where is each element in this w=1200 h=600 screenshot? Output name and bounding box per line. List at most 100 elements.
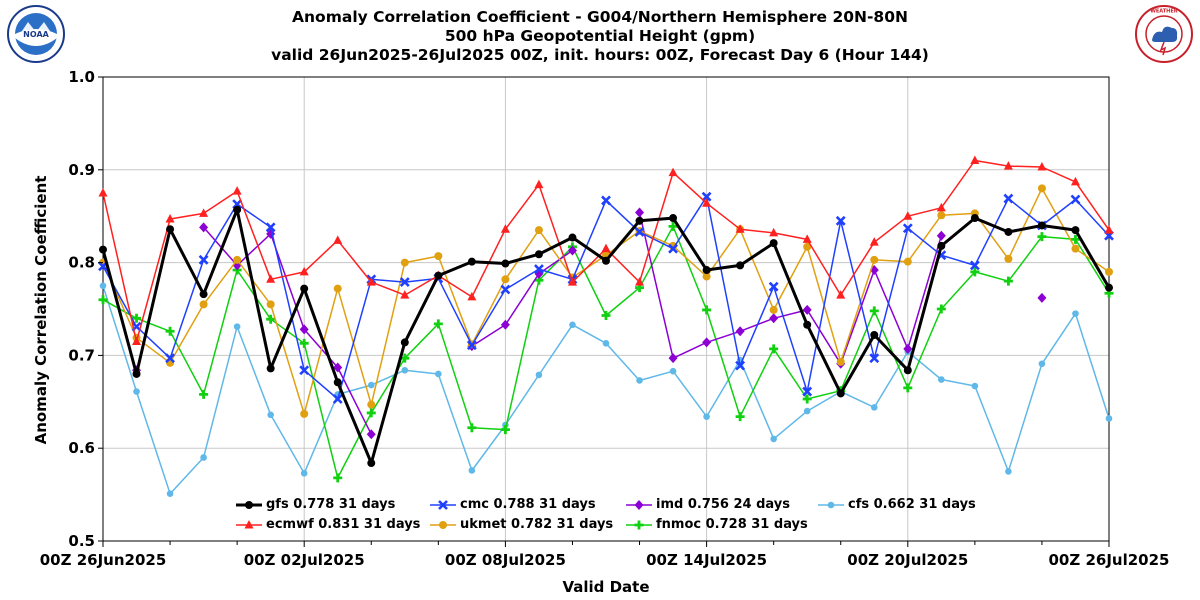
data-point-ecmwf bbox=[400, 290, 410, 299]
legend-swatch-imd bbox=[626, 499, 652, 510]
x-axis-title: Valid Date bbox=[562, 578, 649, 596]
data-point-gfs bbox=[333, 378, 342, 387]
data-point-cmc bbox=[399, 277, 410, 288]
series-ukmet bbox=[99, 184, 1113, 418]
data-point-cfs bbox=[569, 321, 576, 329]
data-point-ukmet bbox=[836, 357, 845, 366]
data-point-cfs bbox=[468, 467, 476, 474]
data-point-fnmoc bbox=[366, 408, 376, 418]
data-point-imd bbox=[1037, 292, 1047, 303]
data-point-gfs bbox=[1071, 226, 1080, 235]
chart-subtitle-variable: 500 hPa Geopotential Height (gpm) bbox=[444, 27, 756, 45]
data-point-gfs bbox=[568, 233, 577, 242]
data-point-cmc bbox=[165, 353, 175, 364]
data-point-cmc bbox=[701, 191, 712, 202]
data-point-ecmwf bbox=[970, 155, 980, 165]
y-tick-label: 0.6 bbox=[68, 439, 95, 457]
data-point-ecmwf bbox=[333, 235, 343, 244]
data-point-fnmoc bbox=[1003, 276, 1013, 286]
legend-item-gfs: gfs 0.778 31 days bbox=[236, 497, 395, 512]
data-point-gfs bbox=[434, 271, 443, 280]
data-point-gfs bbox=[1105, 283, 1113, 292]
data-point-ecmwf bbox=[165, 213, 175, 223]
data-point-ecmwf bbox=[567, 277, 577, 286]
data-point-gfs bbox=[669, 214, 678, 223]
data-point-imd bbox=[903, 343, 913, 354]
data-point-cfs bbox=[166, 490, 174, 497]
legend-swatch-marker bbox=[439, 520, 447, 529]
data-point-gfs bbox=[803, 320, 812, 329]
data-point-cmc bbox=[835, 215, 846, 226]
data-point-ukmet bbox=[1105, 267, 1113, 276]
data-point-ecmwf bbox=[534, 179, 544, 189]
chart-title-block: Anomaly Correlation Coefficient - G004/N… bbox=[0, 8, 1200, 65]
data-point-gfs bbox=[903, 366, 912, 375]
data-point-cmc bbox=[1070, 194, 1081, 205]
y-tick-label: 0.9 bbox=[68, 161, 95, 179]
data-point-cmc bbox=[802, 386, 813, 397]
y-tick-label: 1.0 bbox=[68, 68, 95, 86]
series-cmc bbox=[98, 191, 1114, 404]
data-point-imd bbox=[500, 319, 510, 330]
data-point-imd bbox=[668, 353, 678, 364]
y-tick-label: 0.7 bbox=[68, 346, 95, 364]
data-point-gfs bbox=[467, 257, 476, 266]
data-point-fnmoc bbox=[266, 314, 276, 324]
data-point-ukmet bbox=[434, 252, 443, 261]
data-point-gfs bbox=[736, 261, 745, 270]
legend-swatch-marker bbox=[245, 500, 253, 509]
data-point-ukmet bbox=[233, 255, 242, 264]
legend-item-fnmoc: fnmoc 0.728 31 days bbox=[626, 517, 808, 532]
legend-swatch-gfs bbox=[236, 500, 262, 509]
data-point-cmc bbox=[668, 243, 678, 254]
legend-swatch-ukmet bbox=[430, 520, 456, 529]
x-tick-label: 00Z 26Jul2025 bbox=[1049, 551, 1170, 569]
series-line-imd bbox=[204, 213, 1042, 435]
data-point-gfs bbox=[870, 330, 879, 339]
data-point-fnmoc bbox=[769, 344, 779, 354]
svg-text:WEATHER: WEATHER bbox=[1150, 9, 1177, 15]
data-point-imd bbox=[299, 324, 309, 335]
data-point-ukmet bbox=[903, 257, 912, 266]
data-point-ecmwf bbox=[668, 167, 678, 177]
data-point-fnmoc bbox=[467, 423, 477, 433]
data-point-cfs bbox=[938, 376, 945, 383]
data-point-gfs bbox=[266, 364, 275, 373]
data-point-fnmoc bbox=[1070, 234, 1080, 244]
data-point-cfs bbox=[669, 367, 677, 375]
data-point-fnmoc bbox=[668, 221, 678, 231]
data-point-gfs bbox=[300, 284, 309, 293]
legend-label-ukmet: ukmet 0.782 31 days bbox=[460, 517, 614, 532]
data-point-ecmwf bbox=[769, 227, 779, 237]
data-point-cfs bbox=[233, 323, 241, 330]
data-point-imd bbox=[769, 313, 779, 324]
legend-label-gfs: gfs 0.778 31 days bbox=[266, 497, 396, 512]
data-point-cfs bbox=[1038, 360, 1046, 368]
series-fnmoc bbox=[98, 221, 1114, 483]
chart-title: Anomaly Correlation Coefficient - G004/N… bbox=[292, 8, 908, 26]
legend-swatch-marker bbox=[827, 501, 835, 508]
series-gfs bbox=[99, 205, 1113, 468]
data-point-ecmwf bbox=[1070, 176, 1080, 186]
data-point-gfs bbox=[166, 225, 175, 234]
x-tick-label: 00Z 26Jun2025 bbox=[40, 551, 167, 569]
legend-label-cfs: cfs 0.662 31 days bbox=[848, 497, 976, 512]
data-point-fnmoc bbox=[735, 412, 745, 422]
data-point-ecmwf bbox=[232, 186, 242, 195]
data-point-gfs bbox=[1037, 221, 1046, 230]
data-point-gfs bbox=[937, 241, 946, 250]
data-point-ukmet bbox=[1071, 244, 1080, 253]
data-point-cmc bbox=[534, 264, 544, 275]
x-tick-label: 00Z 20Jul2025 bbox=[847, 551, 968, 569]
chart-subtitle-valid: valid 26Jun2025-26Jul2025 00Z, init. hou… bbox=[271, 46, 929, 64]
data-point-fnmoc bbox=[869, 306, 879, 316]
data-point-fnmoc bbox=[433, 319, 443, 329]
legend-item-ukmet: ukmet 0.782 31 days bbox=[430, 517, 613, 532]
data-point-fnmoc bbox=[500, 425, 510, 435]
legend-swatch-marker bbox=[634, 499, 644, 510]
data-point-ecmwf bbox=[500, 224, 510, 233]
series-layer bbox=[98, 155, 1114, 497]
data-point-ukmet bbox=[300, 409, 309, 418]
plot-area-frame bbox=[102, 76, 1110, 542]
data-point-cmc bbox=[332, 394, 343, 404]
